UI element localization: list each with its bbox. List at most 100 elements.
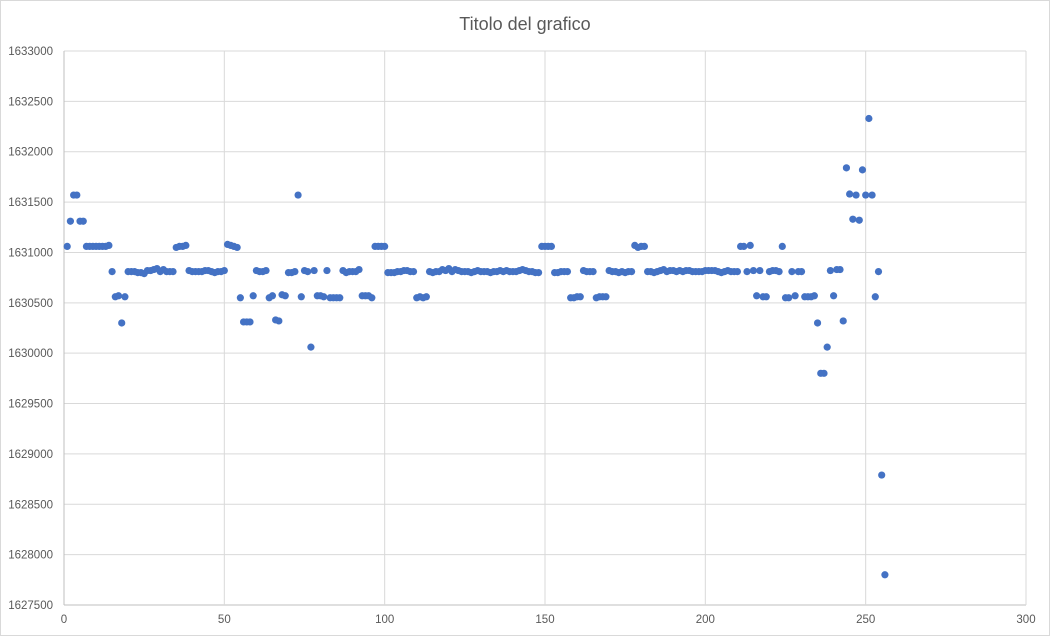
- y-tick-label: 1633000: [8, 46, 53, 58]
- data-point: [810, 292, 818, 300]
- data-point: [820, 369, 828, 377]
- y-tick-label: 1629000: [8, 449, 53, 461]
- data-point: [320, 293, 328, 301]
- data-point: [836, 265, 844, 274]
- data-point: [842, 164, 851, 172]
- data-point: [762, 293, 770, 301]
- x-tick-label: 150: [535, 614, 554, 626]
- data-point: [797, 267, 806, 276]
- data-point: [753, 292, 761, 300]
- data-point: [740, 242, 748, 251]
- data-point: [785, 294, 793, 302]
- data-point: [576, 293, 584, 301]
- data-point: [220, 266, 228, 275]
- data-point: [246, 318, 254, 326]
- data-point: [813, 319, 822, 327]
- data-point: [291, 267, 299, 276]
- data-point: [307, 343, 315, 351]
- data-point: [865, 114, 873, 123]
- data-point: [640, 242, 649, 251]
- data-point: [839, 317, 847, 325]
- data-point: [355, 265, 363, 274]
- data-point: [862, 191, 870, 199]
- x-tick-label: 50: [218, 614, 231, 626]
- data-point: [275, 317, 283, 325]
- x-axis-tick-labels: 0 50 100 150 200 250 300: [61, 614, 1036, 626]
- data-point: [830, 292, 838, 300]
- data-point: [733, 267, 742, 276]
- data-point: [823, 343, 831, 351]
- data-point: [294, 191, 302, 199]
- data-point: [589, 267, 597, 276]
- x-tick-label: 100: [375, 614, 394, 626]
- data-point: [368, 294, 376, 302]
- data-point: [743, 267, 751, 276]
- data-point: [409, 267, 418, 276]
- data-point: [547, 242, 556, 251]
- x-tick-label: 200: [696, 614, 715, 626]
- data-point: [826, 266, 834, 275]
- data-point: [878, 471, 886, 479]
- data-point: [105, 241, 113, 250]
- data-point: [849, 215, 857, 223]
- data-point: [297, 293, 305, 301]
- data-point: [236, 294, 244, 302]
- data-point: [336, 294, 344, 302]
- y-tick-label: 1628000: [8, 550, 53, 562]
- data-point: [323, 266, 331, 275]
- y-tick-label: 1629500: [8, 399, 53, 411]
- data-point: [79, 217, 87, 225]
- data-point: [868, 191, 876, 199]
- data-point: [121, 293, 129, 301]
- data-point: [791, 292, 799, 300]
- data-point: [855, 216, 863, 224]
- data-point: [788, 267, 796, 276]
- data-point: [304, 267, 312, 276]
- data-point: [310, 266, 318, 275]
- data-point: [118, 319, 126, 327]
- x-tick-label: 300: [1016, 614, 1035, 626]
- data-point: [534, 269, 543, 277]
- data-point: [114, 292, 123, 300]
- y-tick-label: 1630500: [8, 298, 53, 310]
- data-point: [756, 266, 764, 275]
- y-tick-label: 1632500: [8, 96, 53, 108]
- data-point: [846, 190, 854, 198]
- data-point: [381, 242, 389, 251]
- data-point: [775, 267, 783, 276]
- data-point: [422, 293, 430, 301]
- data-point: [852, 191, 860, 199]
- y-tick-label: 1631500: [8, 197, 53, 209]
- data-point: [778, 242, 786, 251]
- x-gridlines: [63, 51, 1027, 605]
- data-point: [746, 241, 754, 250]
- data-point: [233, 243, 241, 252]
- y-tick-label: 1632000: [8, 147, 53, 159]
- data-point: [563, 267, 572, 276]
- data-point: [627, 267, 636, 276]
- y-axis-tick-labels: 1627500 1628000 1628500 1629000 1629500 16300…: [8, 46, 53, 612]
- data-point: [874, 267, 883, 276]
- x-tick-label: 250: [856, 614, 875, 626]
- x-tick-label: 0: [61, 614, 67, 626]
- data-point: [268, 292, 277, 300]
- y-tick-label: 1630000: [8, 348, 53, 360]
- data-point: [249, 292, 257, 300]
- data-point: [281, 292, 289, 300]
- data-point: [262, 266, 270, 275]
- data-point: [749, 266, 758, 275]
- y-tick-label: 1627500: [8, 600, 53, 612]
- chart-title: Titolo del grafico: [459, 14, 590, 34]
- data-point: [66, 217, 75, 225]
- data-point: [871, 293, 879, 301]
- data-point: [108, 267, 116, 276]
- data-point: [881, 571, 889, 579]
- y-tick-label: 1628500: [8, 499, 53, 511]
- data-point: [182, 241, 190, 250]
- data-point: [63, 242, 71, 251]
- y-tick-label: 1631000: [8, 247, 53, 259]
- data-points: [63, 114, 889, 579]
- data-point: [858, 166, 867, 174]
